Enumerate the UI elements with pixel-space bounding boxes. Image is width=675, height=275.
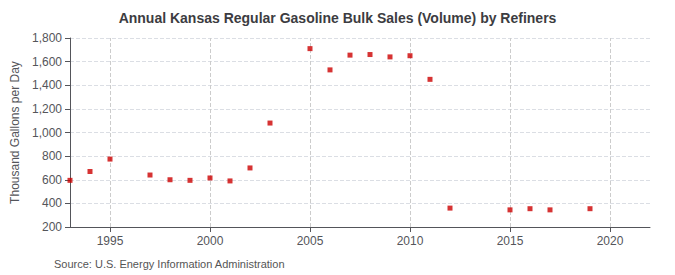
svg-text:1995: 1995 <box>97 234 124 248</box>
svg-text:600: 600 <box>42 173 62 187</box>
svg-text:Source: U.S. Energy Informatio: Source: U.S. Energy Information Administ… <box>54 258 285 270</box>
svg-text:2010: 2010 <box>397 234 424 248</box>
svg-text:800: 800 <box>42 149 62 163</box>
svg-text:400: 400 <box>42 196 62 210</box>
svg-text:1,000: 1,000 <box>32 126 62 140</box>
svg-text:1,400: 1,400 <box>32 78 62 92</box>
svg-text:1,600: 1,600 <box>32 55 62 69</box>
svg-text:Annual Kansas Regular Gasoline: Annual Kansas Regular Gasoline Bulk Sale… <box>119 10 557 26</box>
svg-text:200: 200 <box>42 220 62 234</box>
svg-text:1,200: 1,200 <box>32 102 62 116</box>
svg-text:2000: 2000 <box>197 234 224 248</box>
svg-text:1,800: 1,800 <box>32 31 62 45</box>
svg-text:Thousand Gallons per Day: Thousand Gallons per Day <box>8 61 22 204</box>
svg-text:2015: 2015 <box>497 234 524 248</box>
svg-text:2005: 2005 <box>297 234 324 248</box>
svg-text:2020: 2020 <box>597 234 624 248</box>
